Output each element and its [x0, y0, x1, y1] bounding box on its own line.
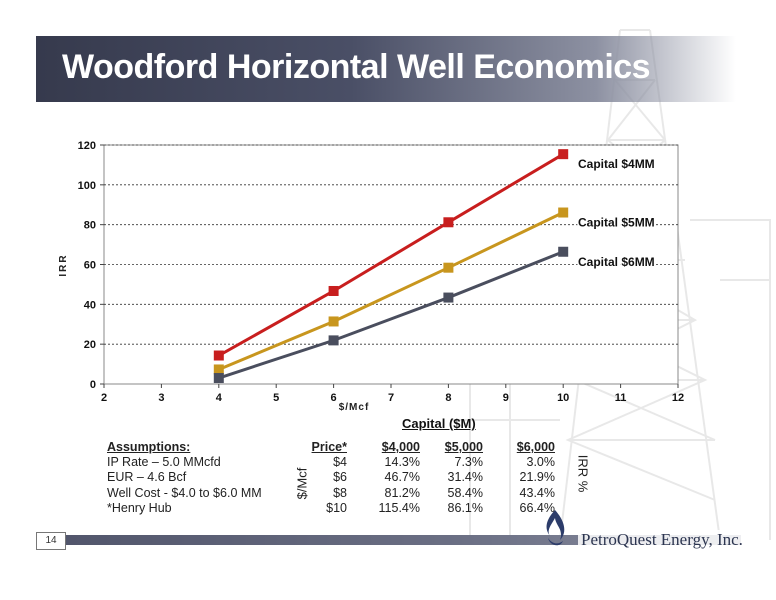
slide-title: Woodford Horizontal Well Economics [62, 48, 651, 86]
table-price-axis-label: $/Mcf [294, 467, 310, 500]
price-cell: $4 [333, 455, 347, 469]
series-line [218, 211, 564, 371]
data-point-marker [443, 292, 454, 303]
y-tick-label: 80 [84, 220, 96, 232]
company-logo-text: PetroQuest Energy, Inc. [578, 530, 746, 550]
flame-logo-icon [546, 510, 565, 546]
x-tick-label: 7 [388, 392, 394, 404]
x-tick-label: 6 [331, 392, 337, 404]
page-number: 14 [36, 532, 66, 550]
y-tick-label: 120 [78, 140, 96, 152]
data-point-marker [213, 373, 224, 384]
x-axis-label: $/Mcf [339, 402, 370, 413]
irr-cell: 86.1% [447, 501, 483, 515]
footer-bar [36, 535, 741, 545]
data-point-marker [328, 335, 339, 346]
y-tick-label: 40 [84, 299, 96, 311]
data-point-marker [213, 364, 224, 375]
assumption-label: Well Cost - $4.0 to $6.0 MM [107, 486, 262, 500]
data-point-marker [328, 285, 339, 296]
data-point-marker [558, 246, 569, 257]
irr-cell: 115.4% [378, 501, 420, 515]
y-axis-label: IRR [58, 253, 69, 276]
data-point-marker [443, 217, 454, 228]
irr-cell: 46.7% [384, 470, 420, 484]
series-label: Capital $6MM [578, 255, 655, 269]
x-tick-label: 10 [557, 392, 569, 404]
data-point-marker [328, 316, 339, 327]
header-price: Price* [311, 440, 347, 454]
x-tick-label: 4 [216, 392, 223, 404]
series-label: Capital $4MM [578, 157, 655, 171]
plot-area [103, 144, 679, 385]
title-band [36, 36, 736, 102]
series-line [218, 250, 564, 380]
x-tick-label: 11 [615, 392, 627, 404]
irr-cell: 31.4% [447, 470, 483, 484]
table-irr-axis-label: IRR % [575, 454, 591, 493]
header-capital-5000: $5,000 [444, 440, 483, 454]
data-point-marker [558, 207, 569, 218]
price-cell: $6 [333, 470, 347, 484]
x-tick-label: 5 [273, 392, 279, 404]
irr-cell: 58.4% [447, 486, 483, 500]
irr-cell: 3.0% [526, 455, 556, 469]
irr-cell: 21.9% [519, 470, 555, 484]
irr-cell: 66.4% [519, 501, 555, 515]
data-point-marker [213, 350, 224, 361]
y-tick-label: 20 [84, 339, 96, 351]
assumption-label: *Henry Hub [107, 501, 172, 515]
series-line [218, 152, 564, 357]
assumption-label: EUR – 4.6 Bcf [107, 470, 187, 484]
irr-cell: 81.2% [384, 486, 420, 500]
header-capital-6000: $6,000 [516, 440, 555, 454]
assumption-label: IP Rate – 5.0 MMcfd [107, 455, 221, 469]
x-tick-label: 8 [445, 392, 451, 404]
y-tick-label: 0 [90, 379, 96, 391]
header-assumptions: Assumptions: [107, 440, 191, 454]
y-tick-label: 60 [84, 260, 96, 272]
irr-cell: 7.3% [454, 455, 484, 469]
x-tick-label: 9 [503, 392, 509, 404]
header-capital-4000: $4,000 [381, 440, 420, 454]
data-point-marker [558, 149, 569, 160]
x-tick-label: 3 [158, 392, 164, 404]
series-label: Capital $5MM [578, 216, 655, 230]
price-cell: $10 [326, 501, 347, 515]
x-tick-label: 2 [101, 392, 107, 404]
y-tick-label: 100 [78, 180, 96, 192]
capital-table-title: Capital ($M) [402, 416, 476, 431]
x-tick-label: 12 [672, 392, 684, 404]
irr-cell: 14.3% [384, 455, 420, 469]
irr-cell: 43.4% [519, 486, 555, 500]
data-point-marker [443, 262, 454, 273]
price-cell: $8 [333, 486, 347, 500]
